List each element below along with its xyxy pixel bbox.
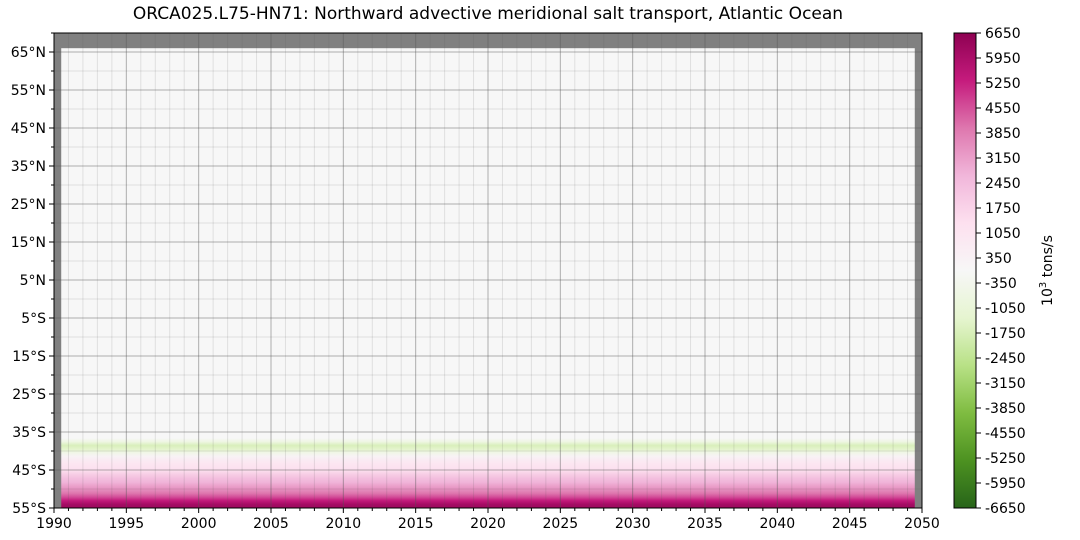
colorbar-tick-label: -5250 [985, 451, 1026, 467]
colorbar: 6650 5950 5250 4550 3850 3150 2450 1750 1050 350 -… [953, 26, 1056, 517]
x-tick-label: 2020 [470, 516, 506, 532]
chart-title: ORCA025.L75-HN71: Northward advective me… [132, 4, 844, 24]
colorbar-tick-label: -1750 [985, 326, 1026, 342]
y-tick-label: 35°S [12, 425, 46, 441]
colorbar-tick-label: 350 [985, 251, 1012, 267]
y-axis: 55°S 45°S 35°S 25°S 15°S 5°S 5°N 15°N 25°N 35°N 45… [11, 32, 54, 517]
y-tick-label: 5°S [21, 311, 46, 327]
x-tick-label: 2045 [832, 516, 868, 532]
y-tick-label: 55°N [11, 83, 46, 99]
colorbar-tick-label: 1050 [985, 226, 1021, 242]
y-tick-label: 25°N [11, 197, 46, 213]
colorbar-tick-label: -4550 [985, 426, 1026, 442]
x-tick-label: 2035 [687, 516, 723, 532]
colorbar-tick-label: 3150 [985, 151, 1021, 167]
colorbar-tick-label: 3850 [985, 126, 1021, 142]
x-tick-label: 2025 [543, 516, 579, 532]
colorbar-tick-label: 1750 [985, 201, 1021, 217]
colorbar-label: 103 tons/s [1038, 235, 1056, 306]
plot-area [53, 32, 923, 509]
x-tick-label: 2030 [615, 516, 651, 532]
x-tick-label: 2015 [398, 516, 434, 532]
colorbar-tick-label: 2450 [985, 176, 1021, 192]
y-tick-label: 65°N [11, 45, 46, 61]
x-axis: 1990 1995 2000 2005 2010 2015 2020 2025 2030 2035… [36, 508, 940, 532]
colorbar-tick-label: -3150 [985, 376, 1026, 392]
x-tick-label: 2040 [760, 516, 796, 532]
colorbar-tick-label: 6650 [985, 26, 1021, 42]
colorbar-tick-label: 5250 [985, 76, 1021, 92]
gridlines [54, 33, 922, 508]
x-tick-label: 2005 [253, 516, 289, 532]
salt-transport-field [61, 48, 915, 508]
y-tick-label: 35°N [11, 159, 46, 175]
y-tick-label: 5°N [20, 273, 46, 289]
colorbar-scale [953, 32, 977, 509]
x-tick-label: 2010 [326, 516, 362, 532]
colorbar-tick-label: -1050 [985, 301, 1026, 317]
colorbar-tick-label: -5950 [985, 476, 1026, 492]
colorbar-tick-label: 4550 [985, 101, 1021, 117]
colorbar-tick-label: -3850 [985, 401, 1026, 417]
y-tick-label: 55°S [12, 501, 46, 517]
y-tick-label: 45°S [12, 463, 46, 479]
y-tick-label: 15°N [11, 235, 46, 251]
colorbar-tick-label: -350 [985, 276, 1017, 292]
x-tick-label: 1990 [36, 516, 72, 532]
y-tick-label: 15°S [12, 349, 46, 365]
x-tick-label: 2050 [904, 516, 940, 532]
x-tick-label: 2000 [181, 516, 217, 532]
x-tick-label: 1995 [109, 516, 145, 532]
y-tick-label: 25°S [12, 387, 46, 403]
colorbar-tick-label: 5950 [985, 51, 1021, 67]
y-tick-label: 45°N [11, 121, 46, 137]
colorbar-tick-label: -6650 [985, 501, 1026, 517]
colorbar-tick-label: -2450 [985, 351, 1026, 367]
